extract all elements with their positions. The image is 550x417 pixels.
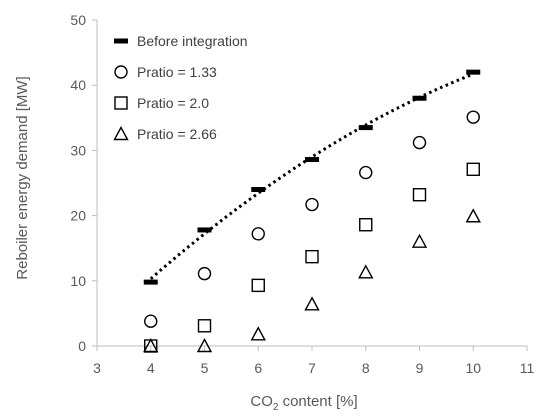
data-point — [466, 162, 480, 177]
y-tick-label: 20 — [70, 208, 86, 224]
x-tick-label: 6 — [254, 360, 262, 376]
y-tick-label: 10 — [70, 273, 86, 289]
data-point — [304, 296, 320, 311]
x-tick-label: 11 — [520, 360, 535, 376]
data-point — [358, 264, 374, 279]
marks-layer — [143, 69, 481, 353]
y-tick-label: 30 — [70, 142, 86, 158]
data-point — [358, 125, 373, 131]
legend-marker — [114, 96, 128, 110]
x-axis-title: CO2 content [%] — [250, 393, 357, 413]
data-point — [305, 197, 319, 212]
legend-label: Pratio = 2.66 — [137, 126, 217, 142]
data-point — [251, 187, 266, 193]
legend: Before integration Pratio = 1.33 Pratio = … — [113, 33, 248, 142]
data-point — [359, 218, 373, 232]
series-2 — [144, 162, 480, 353]
data-point — [197, 266, 212, 281]
series-1 — [144, 110, 480, 328]
x-tick-label: 4 — [147, 360, 155, 376]
x-tick-label: 8 — [362, 360, 370, 376]
data-point — [251, 227, 265, 241]
x-tick-label: 7 — [308, 360, 316, 376]
axes: 0 10 20 30 40 50 3 4 5 6 7 8 9 10 11 — [70, 12, 534, 376]
x-tick-label: 9 — [416, 360, 424, 376]
data-point — [250, 326, 266, 341]
data-point — [305, 249, 319, 264]
legend-label: Pratio = 1.33 — [137, 64, 217, 80]
legend-marker — [113, 126, 129, 141]
data-point — [465, 208, 481, 223]
y-axis-title: Reboiler energy demand [MW] — [14, 76, 31, 279]
series-0 — [143, 69, 481, 285]
series-3 — [143, 208, 481, 353]
y-tick-label: 40 — [70, 77, 86, 93]
data-point — [466, 110, 480, 124]
y-tick-label: 50 — [70, 12, 86, 28]
legend-label: Before integration — [137, 33, 248, 49]
x-tick-label: 10 — [465, 360, 481, 376]
y-tick-label: 0 — [78, 338, 86, 354]
data-point — [359, 165, 373, 180]
legend-marker — [114, 38, 128, 44]
data-point — [466, 69, 481, 75]
data-point — [143, 279, 158, 285]
data-point — [197, 319, 212, 333]
data-point — [305, 157, 319, 163]
data-point — [196, 338, 213, 353]
data-point — [412, 188, 427, 202]
data-point — [412, 95, 427, 101]
x-tick-label: 3 — [93, 360, 101, 376]
data-point — [412, 135, 427, 150]
legend-label: Pratio = 2.0 — [137, 95, 209, 111]
data-point — [251, 278, 265, 293]
data-point — [144, 314, 158, 328]
data-point — [411, 233, 428, 248]
data-point — [197, 227, 212, 233]
x-tick-label: 5 — [201, 360, 209, 376]
legend-marker — [114, 65, 128, 79]
data-point — [143, 338, 159, 353]
